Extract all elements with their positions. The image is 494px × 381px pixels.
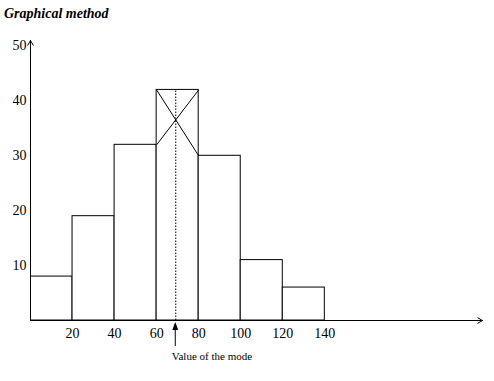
- svg-text:20: 20: [66, 326, 80, 341]
- svg-text:120: 120: [272, 326, 293, 341]
- svg-text:30: 30: [13, 148, 27, 163]
- svg-text:20: 20: [13, 203, 27, 218]
- svg-text:40: 40: [13, 93, 27, 108]
- svg-text:10: 10: [13, 258, 27, 273]
- svg-text:Value of the mode: Value of the mode: [172, 350, 252, 362]
- svg-text:140: 140: [314, 326, 335, 341]
- svg-text:80: 80: [192, 326, 206, 341]
- svg-text:60: 60: [150, 326, 164, 341]
- svg-text:50: 50: [13, 38, 27, 53]
- svg-text:40: 40: [108, 326, 122, 341]
- html-text:Graphical method: Graphical method: [4, 6, 109, 21]
- svg-text:100: 100: [230, 326, 251, 341]
